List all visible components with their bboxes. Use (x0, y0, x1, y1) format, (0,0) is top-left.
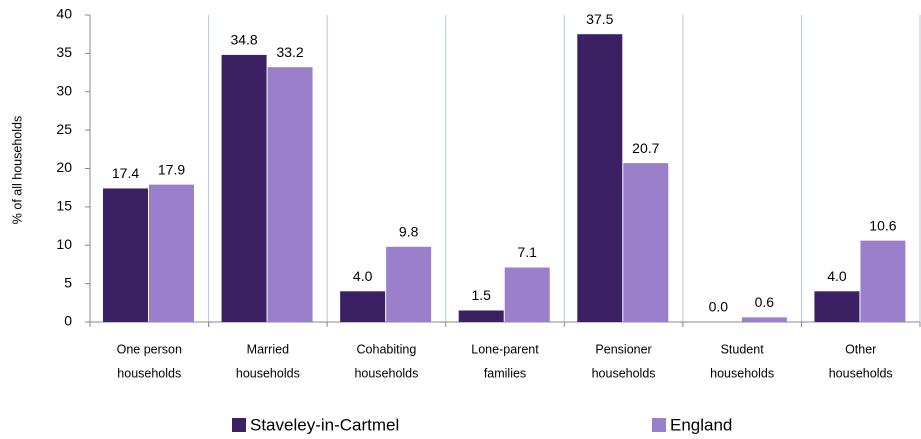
data-label: 7.1 (517, 244, 537, 260)
x-tick-label: Married (247, 342, 289, 356)
y-tick-label: 30 (56, 82, 72, 98)
x-tick-label: Student (721, 342, 765, 356)
bar (221, 54, 267, 322)
data-label: 1.5 (471, 287, 491, 303)
data-label: 37.5 (586, 11, 613, 27)
y-tick-label: 25 (56, 121, 72, 137)
bar (623, 163, 669, 322)
x-tick-label: households (829, 366, 893, 380)
y-axis-label: % of all households (10, 116, 24, 224)
legend-label: Staveley-in-Cartmel (250, 415, 399, 434)
y-tick-label: 0 (64, 313, 72, 329)
y-tick-label: 15 (56, 198, 72, 214)
x-tick-label: Cohabiting (357, 342, 417, 356)
x-tick-label: Lone-parent (471, 342, 539, 356)
legend-label: England (670, 415, 732, 434)
data-label: 4.0 (827, 268, 847, 284)
data-label: 0.6 (755, 294, 775, 310)
bar (458, 310, 504, 322)
data-label: 9.8 (399, 223, 419, 239)
data-label: 4.0 (353, 268, 373, 284)
bar (103, 188, 148, 322)
bar (267, 67, 313, 322)
x-tick-label: households (236, 366, 300, 380)
y-tick-label: 10 (56, 236, 72, 252)
bar (577, 34, 623, 322)
legend-swatch (232, 418, 246, 432)
bar (386, 246, 432, 322)
bar (149, 184, 194, 322)
x-tick-label: households (354, 366, 418, 380)
bar (860, 240, 906, 322)
y-tick-label: 40 (56, 6, 72, 22)
data-label: 20.7 (632, 140, 659, 156)
legend-swatch (652, 418, 666, 432)
x-tick-label: One person (117, 342, 182, 356)
x-tick-label: families (484, 366, 526, 380)
y-tick-label: 20 (56, 159, 72, 175)
data-label: 17.9 (158, 161, 185, 177)
x-tick-label: households (117, 366, 181, 380)
bar (741, 317, 787, 322)
x-tick-label: Other (845, 342, 876, 356)
data-label: 17.4 (112, 165, 139, 181)
y-tick-label: 5 (64, 274, 72, 290)
x-tick-label: Pensioner (595, 342, 651, 356)
data-label: 34.8 (230, 32, 257, 48)
data-label: 33.2 (276, 44, 303, 60)
bar (504, 267, 550, 322)
y-tick-label: 35 (56, 44, 72, 60)
x-tick-label: households (592, 366, 656, 380)
bar (340, 291, 386, 322)
data-label: 10.6 (869, 217, 896, 233)
bar (814, 291, 860, 322)
data-label: 0.0 (709, 299, 729, 315)
x-tick-label: households (710, 366, 774, 380)
